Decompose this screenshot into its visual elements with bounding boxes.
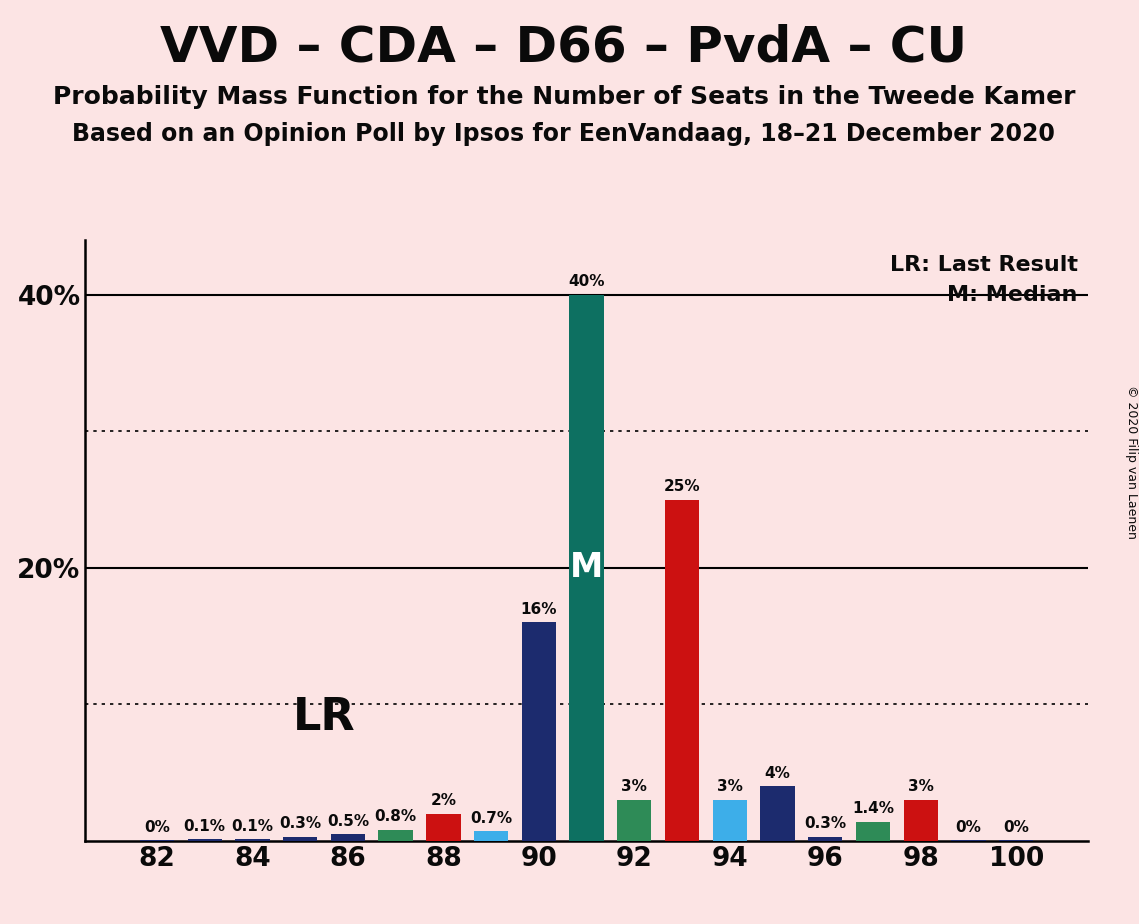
Bar xyxy=(617,800,652,841)
Bar xyxy=(522,623,556,841)
Bar xyxy=(665,500,699,841)
Text: M: Median: M: Median xyxy=(948,286,1077,305)
Bar xyxy=(761,786,795,841)
Bar xyxy=(855,821,891,841)
Bar xyxy=(236,840,270,841)
Text: 3%: 3% xyxy=(622,780,647,795)
Text: 2%: 2% xyxy=(431,793,457,808)
Text: 40%: 40% xyxy=(568,274,605,289)
Text: VVD – CDA – D66 – PvdA – CU: VVD – CDA – D66 – PvdA – CU xyxy=(161,23,967,71)
Bar xyxy=(188,840,222,841)
Text: 0%: 0% xyxy=(1003,820,1030,834)
Bar xyxy=(378,830,412,841)
Bar xyxy=(570,295,604,841)
Bar xyxy=(330,834,366,841)
Text: 0.7%: 0.7% xyxy=(470,811,513,826)
Text: 0.8%: 0.8% xyxy=(375,809,417,824)
Text: LR: LR xyxy=(293,697,355,739)
Text: © 2020 Filip van Laenen: © 2020 Filip van Laenen xyxy=(1124,385,1138,539)
Text: 16%: 16% xyxy=(521,602,557,617)
Text: 1.4%: 1.4% xyxy=(852,801,894,816)
Text: 0.1%: 0.1% xyxy=(231,819,273,834)
Bar xyxy=(282,837,318,841)
Text: 3%: 3% xyxy=(908,780,934,795)
Bar xyxy=(713,800,747,841)
Text: 0.1%: 0.1% xyxy=(183,819,226,834)
Text: 3%: 3% xyxy=(716,780,743,795)
Bar xyxy=(903,800,937,841)
Text: 0%: 0% xyxy=(956,820,982,834)
Text: 0.3%: 0.3% xyxy=(279,816,321,832)
Text: 0.5%: 0.5% xyxy=(327,813,369,829)
Bar xyxy=(474,832,508,841)
Text: 0.3%: 0.3% xyxy=(804,816,846,832)
Text: Probability Mass Function for the Number of Seats in the Tweede Kamer: Probability Mass Function for the Number… xyxy=(52,85,1075,109)
Text: 0%: 0% xyxy=(144,820,170,834)
Text: 25%: 25% xyxy=(664,480,700,494)
Text: 4%: 4% xyxy=(764,766,790,781)
Bar xyxy=(426,813,460,841)
Text: Based on an Opinion Poll by Ipsos for EenVandaag, 18–21 December 2020: Based on an Opinion Poll by Ipsos for Ee… xyxy=(73,122,1055,146)
Bar xyxy=(808,837,843,841)
Text: M: M xyxy=(570,552,604,584)
Text: LR: Last Result: LR: Last Result xyxy=(890,255,1077,275)
